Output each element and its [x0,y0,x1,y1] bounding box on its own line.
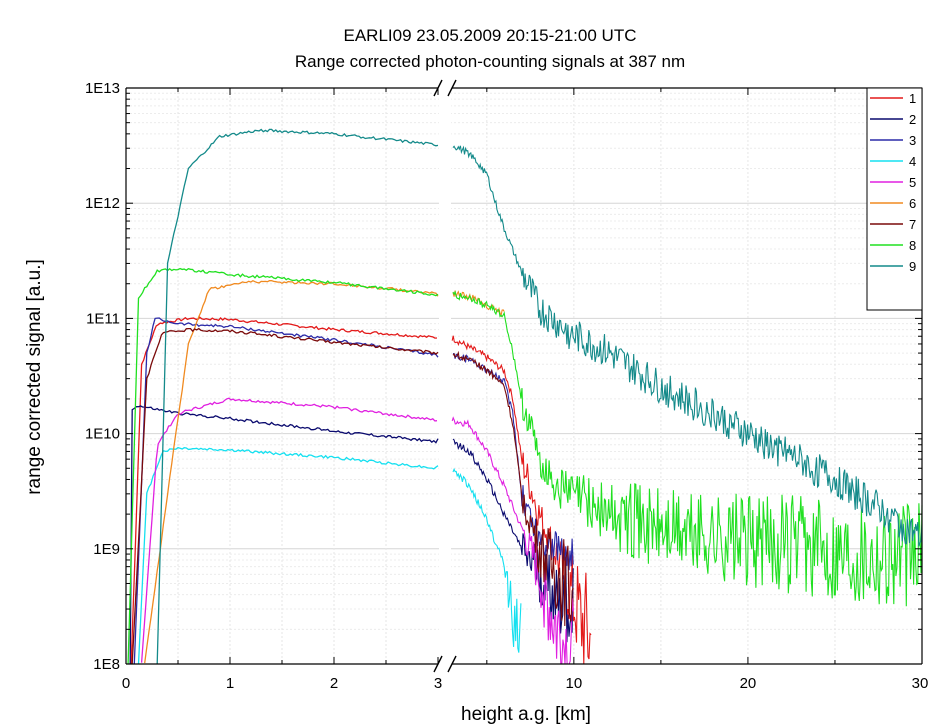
series-2-line [129,405,439,665]
series-4-line [137,446,439,665]
series-1-line-far [451,335,592,665]
series-7-line [131,327,439,664]
series-3-line [133,317,439,665]
y-tick-label: 1E8 [93,656,120,673]
grid-lines [126,88,922,665]
y-tick-label: 1E9 [93,541,120,558]
x-tick-label: 2 [330,675,338,692]
legend-label-4: 4 [909,154,916,169]
chart-title: EARLI09 23.05.2009 20:15-21:00 UTC [344,26,637,45]
chart-subtitle: Range corrected photon-counting signals … [295,52,685,71]
series-9-line-far [452,145,923,547]
series-3-line-far [452,352,574,571]
x-tick-label: 0 [122,675,130,692]
x-tick-label: 30 [912,675,929,692]
y-tick-label: 1E12 [85,195,120,212]
legend-label-8: 8 [909,238,916,253]
series-lines [127,128,923,665]
series-1 [130,316,592,665]
legend: 1 2 3 4 5 6 7 8 9 [866,87,923,311]
x-axis-label: height a.g. [km] [461,704,591,724]
legend-label-6: 6 [909,196,916,211]
x-tick-label: 3 [434,675,442,692]
series-1-line [130,316,438,665]
x-tick-label: 20 [740,675,757,692]
legend-label-1: 1 [909,91,916,106]
series-2-line-far [452,438,574,643]
axis-ticks: 1E8 1E9 1E10 1E11 1E12 1E13 0 1 2 3 10 20 30 [85,80,928,692]
legend-label-5: 5 [909,175,916,190]
series-9-line [156,128,439,665]
series-5-line-far [451,416,574,665]
legend-box [866,87,923,311]
x-tick-label: 10 [566,675,583,692]
series-4-line-far [452,467,522,653]
series-5-line [140,397,438,663]
legend-label-9: 9 [909,259,916,274]
y-tick-label: 1E10 [85,426,120,443]
legend-label-3: 3 [909,133,916,148]
series-7 [131,327,574,664]
series-8-line [127,267,439,664]
series-3 [133,317,574,665]
series-8 [127,267,923,664]
series-2 [129,405,574,665]
series-4 [137,446,522,665]
x-tick-label: 1 [226,675,234,692]
series-5 [140,397,574,665]
series-6-line [144,279,439,664]
series-8-line-far [452,290,923,607]
y-tick-label: 1E13 [85,80,120,97]
legend-label-7: 7 [909,217,916,232]
series-9 [156,128,923,665]
series-7-line-far [452,350,574,627]
axis-break-gap [439,86,451,666]
y-tick-label: 1E11 [86,310,120,327]
axis-break-mark [447,79,457,97]
y-axis-label: range corrected signal [a.u.] [24,259,45,495]
legend-label-2: 2 [909,112,916,127]
axis-break-mark [447,655,457,673]
